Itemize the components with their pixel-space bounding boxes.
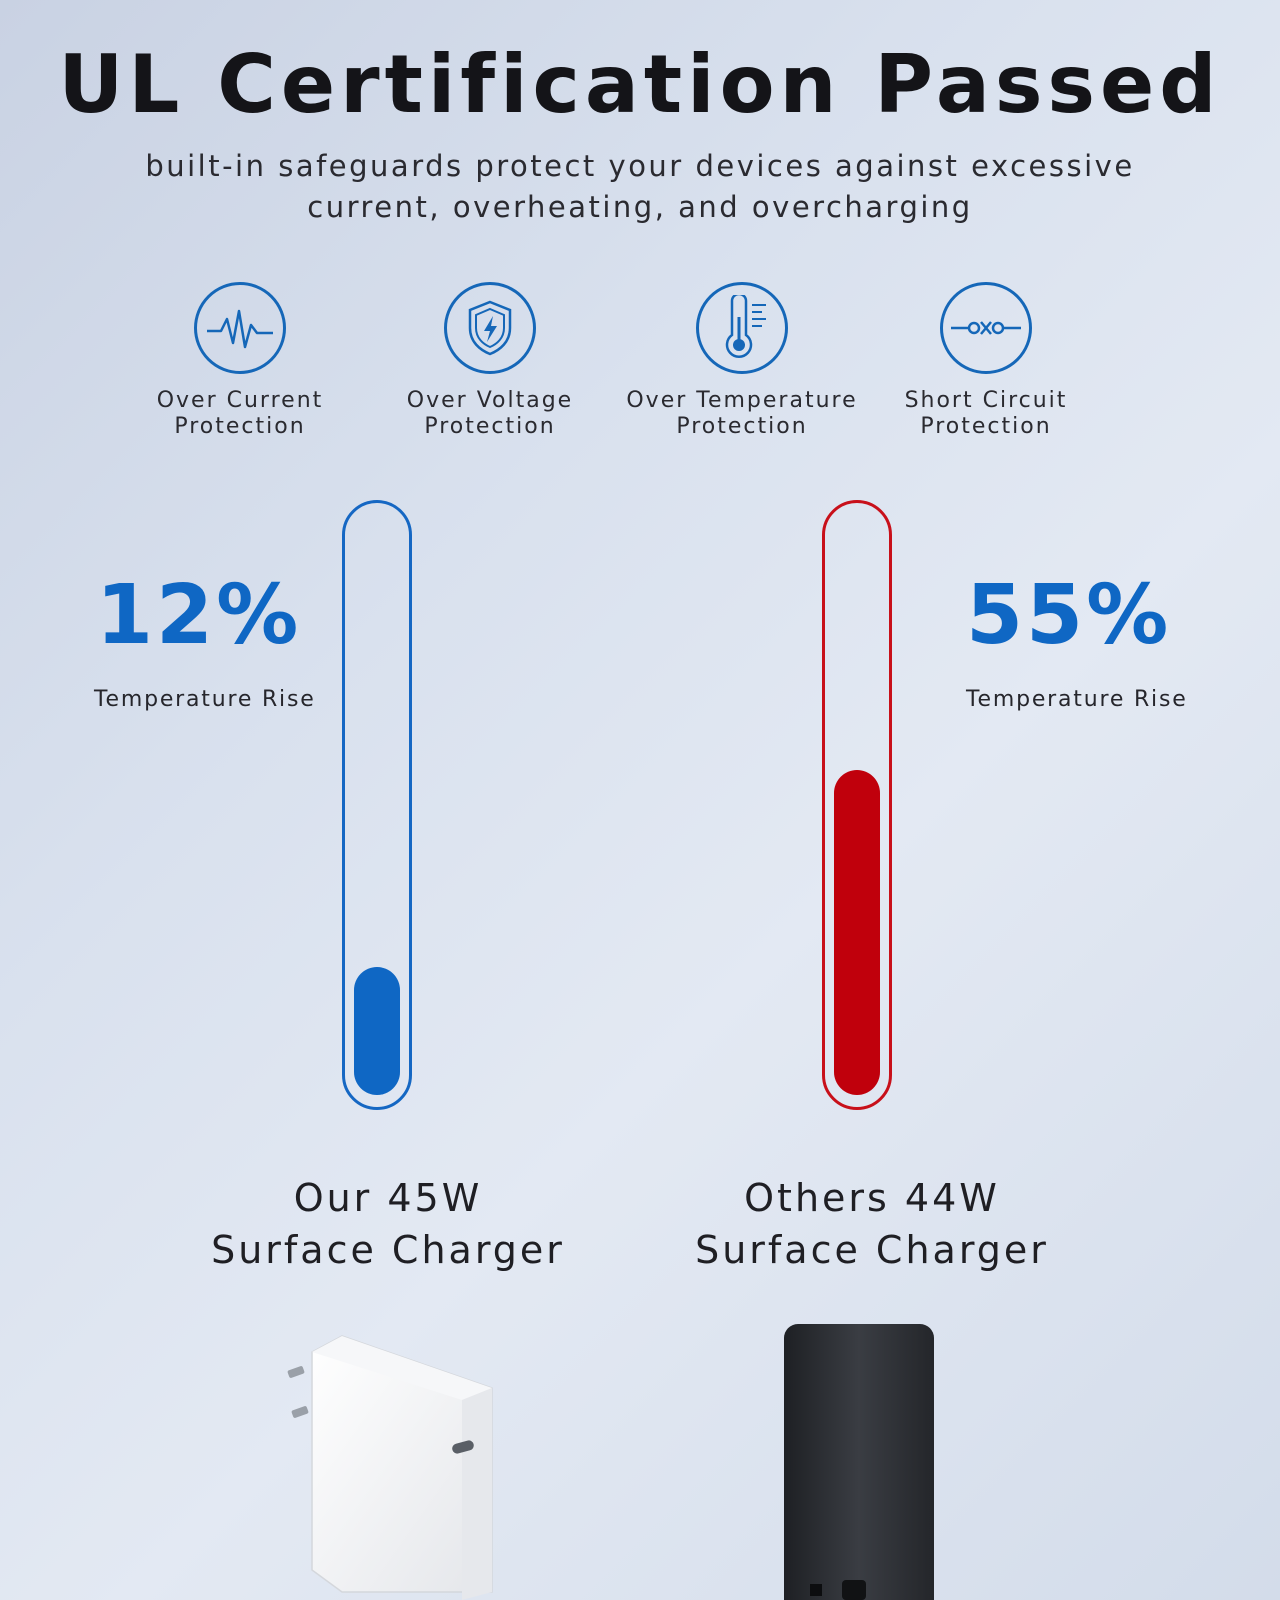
ours-gauge-fill	[354, 967, 400, 1095]
feature-label-line2: Protection	[424, 414, 556, 439]
ours-name-line1: Our 45W	[293, 1176, 483, 1220]
others-temperature-rise-label: Temperature Rise	[966, 687, 1188, 712]
feature-label-line2: Protection	[920, 414, 1052, 439]
ours-temperature-rise-label: Temperature Rise	[94, 687, 316, 712]
feature-label-line1: Over Voltage	[406, 388, 574, 413]
page-subtitle: built-in safeguards protect your devices…	[120, 146, 1160, 228]
others-product-label: Others 44W Surface Charger	[652, 1172, 1092, 1276]
others-gauge-fill	[834, 770, 880, 1095]
feature-label-line2: Protection	[676, 414, 808, 439]
white-charger-image	[287, 1335, 493, 1600]
feature-over-temperature: Over Temperature Protection	[612, 282, 872, 440]
feature-label-line2: Protection	[174, 414, 306, 439]
black-charger-image	[784, 1324, 934, 1600]
thermometer-icon	[696, 282, 788, 374]
feature-label-line1: Over Current	[156, 388, 324, 413]
feature-label-line1: Short Circuit	[904, 388, 1068, 413]
subtitle-line-2: current, overheating, and overcharging	[307, 190, 973, 224]
shield-bolt-icon	[444, 282, 536, 374]
ours-name-line2: Surface Charger	[211, 1228, 565, 1272]
others-percent: 55%	[966, 568, 1172, 663]
ours-product-label: Our 45W Surface Charger	[168, 1172, 608, 1276]
feature-label-line1: Over Temperature	[626, 388, 858, 413]
ours-percent: 12%	[96, 568, 302, 663]
others-name-line1: Others 44W	[744, 1176, 1000, 1220]
feature-over-voltage: Over Voltage Protection	[360, 282, 620, 440]
feature-over-current: Over Current Protection	[110, 282, 370, 440]
short-circuit-icon	[940, 282, 1032, 374]
others-thermometer-gauge	[822, 500, 892, 1110]
ours-thermometer-gauge	[342, 500, 412, 1110]
others-name-line2: Surface Charger	[695, 1228, 1049, 1272]
page-title: UL Certification Passed	[58, 38, 1222, 131]
feature-short-circuit: Short Circuit Protection	[856, 282, 1116, 440]
subtitle-line-1: built-in safeguards protect your devices…	[145, 149, 1135, 183]
pulse-icon	[194, 282, 286, 374]
